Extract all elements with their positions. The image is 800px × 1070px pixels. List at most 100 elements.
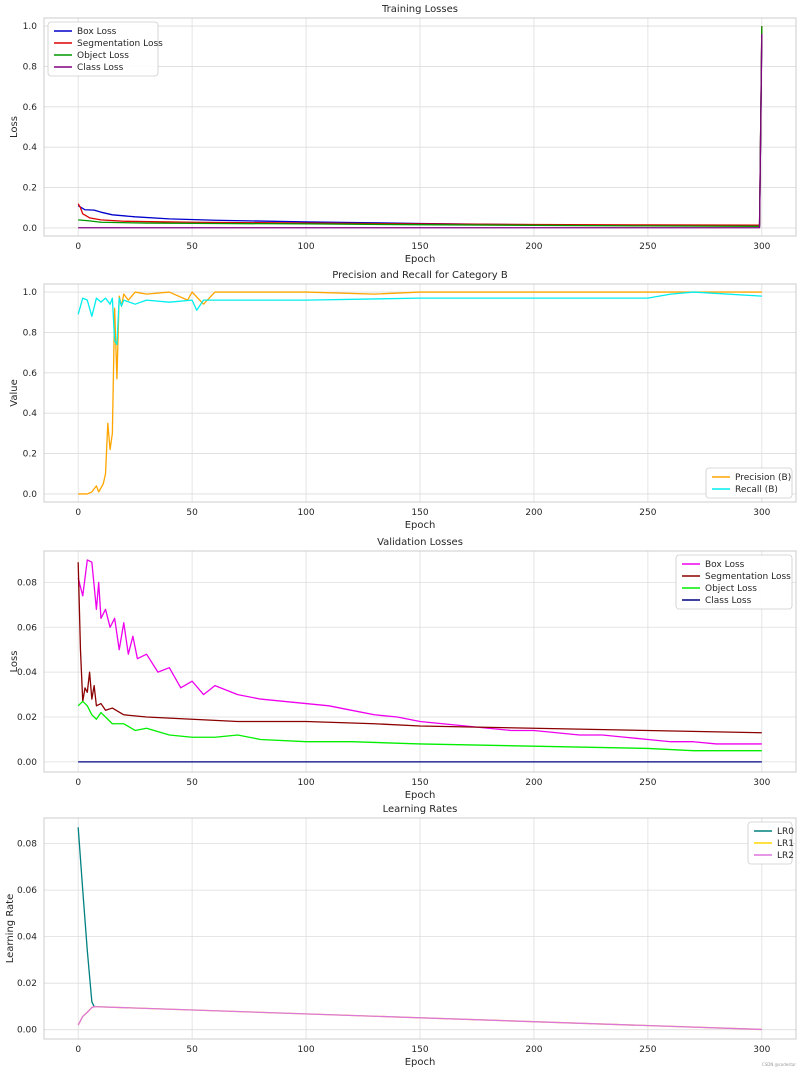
x-tick-label: 150 (411, 508, 428, 518)
legend-label: Class Loss (77, 63, 124, 73)
series-line-precision-b (78, 291, 762, 495)
legend-label: Segmentation Loss (77, 39, 163, 49)
chart-title: Validation Losses (377, 537, 463, 548)
x-tick-label: 100 (297, 778, 314, 788)
x-axis-label: Epoch (405, 790, 436, 801)
x-axis-label: Epoch (405, 520, 436, 531)
legend-label: LR0 (777, 827, 794, 837)
x-tick-label: 50 (186, 1045, 198, 1055)
y-tick-label: 0.00 (17, 1026, 37, 1036)
series-group (77, 559, 762, 763)
y-tick-label: 0.0 (23, 490, 38, 500)
legend-box (675, 554, 793, 610)
chart-title: Learning Rates (383, 804, 458, 815)
legend: Box Loss Segmentation Loss Object Loss Clas… (47, 21, 163, 77)
x-axis-label: Epoch (405, 254, 436, 265)
y-tick-label: 0.0 (23, 224, 38, 234)
legend-label: Precision (B) (735, 473, 791, 483)
y-tick-label: 0.06 (17, 886, 37, 896)
series-group (77, 26, 763, 229)
x-tick-label: 0 (75, 242, 81, 252)
y-tick-label: 1.0 (23, 22, 38, 32)
x-tick-label: 200 (525, 1045, 542, 1055)
series-group (77, 827, 762, 1031)
x-tick-label: 200 (525, 242, 542, 252)
x-tick-label: 300 (753, 242, 770, 252)
x-tick-label: 250 (639, 242, 656, 252)
x-tick-label: 200 (525, 508, 542, 518)
y-tick-label: 0.02 (17, 979, 37, 989)
legend-label: LR1 (777, 839, 794, 849)
x-tick-label: 100 (297, 508, 314, 518)
legend-label: Segmentation Loss (705, 572, 791, 582)
y-tick-label: 0.2 (23, 450, 37, 460)
y-tick-label: 0.04 (17, 933, 37, 943)
x-tick-label: 300 (753, 508, 770, 518)
plot-frame (43, 817, 797, 1040)
y-tick-label: 0.6 (23, 103, 38, 113)
legend-box (705, 467, 793, 499)
x-tick-label: 50 (186, 508, 198, 518)
gridlines (44, 284, 796, 502)
legend-label: Box Loss (77, 27, 117, 37)
series-line-segmentation-loss (77, 26, 763, 226)
chart-title: Training Losses (381, 4, 458, 15)
x-tick-label: 250 (639, 778, 656, 788)
series-line-object-loss (77, 700, 762, 752)
x-tick-label: 100 (297, 242, 314, 252)
series-line-object-loss (78, 26, 763, 227)
y-tick-label: 0.2 (23, 184, 37, 194)
legend: Precision (B) Recall (B) (705, 467, 793, 499)
chart-title: Precision and Recall for Category B (332, 270, 508, 281)
x-tick-label: 150 (411, 1045, 428, 1055)
chart-panel-3: 0 50 100 150 200 250 300 0.00 0.02 0.04 0.06 0.08 Va… (9, 537, 797, 801)
legend-label: Box Loss (705, 560, 745, 570)
chart-panel-4: 0 50 100 150 200 250 300 0.00 0.02 0.04 0.06 0.08 Le… (5, 804, 797, 1068)
series-line-lr2 (77, 1006, 762, 1031)
x-tick-label: 300 (753, 1045, 770, 1055)
series-line-segmentation-loss (77, 562, 762, 734)
y-tick-label: 0.06 (17, 623, 37, 633)
chart-panel-2: 0 50 100 150 200 250 300 0.0 0.2 0.4 0.6 0.8 1.0 Prec… (9, 270, 797, 531)
x-tick-label: 150 (411, 242, 428, 252)
x-tick-label: 200 (525, 778, 542, 788)
y-tick-label: 0.02 (17, 713, 37, 723)
y-axis-label: Loss (9, 116, 20, 138)
y-axis-label: Value (9, 379, 20, 406)
x-axis-label: Epoch (405, 1057, 436, 1068)
y-axis-label: Learning Rate (5, 894, 16, 964)
gridlines (44, 818, 796, 1039)
x-tick-label: 300 (753, 778, 770, 788)
x-tick-label: 50 (186, 242, 198, 252)
x-tick-label: 0 (75, 1045, 81, 1055)
watermark: CSDN @codestar (762, 1062, 796, 1067)
x-tick-label: 0 (75, 778, 81, 788)
y-tick-label: 0.8 (23, 328, 38, 338)
series-line-lr0 (77, 827, 95, 1007)
y-tick-label: 0.08 (17, 578, 37, 588)
legend: LR0 LR1 LR2 (747, 821, 794, 865)
y-tick-label: 0.04 (17, 668, 37, 678)
x-tick-label: 100 (297, 1045, 314, 1055)
y-tick-label: 0.4 (23, 409, 38, 419)
x-tick-label: 250 (639, 1045, 656, 1055)
x-tick-label: 250 (639, 508, 656, 518)
legend-label: Object Loss (705, 584, 757, 594)
series-line-recall-b (77, 291, 762, 346)
legend-label: LR2 (777, 851, 794, 861)
x-tick-label: 50 (186, 778, 198, 788)
legend-label: Recall (B) (735, 485, 778, 495)
plot-frame (43, 283, 797, 503)
series-group (77, 291, 762, 495)
y-tick-label: 0.6 (23, 369, 38, 379)
series-line-class-loss (78, 34, 763, 229)
plot-frame (43, 17, 797, 237)
y-tick-label: 1.0 (23, 288, 38, 298)
y-axis-label: Loss (9, 651, 20, 673)
x-tick-label: 150 (411, 778, 428, 788)
y-tick-label: 0.00 (17, 758, 37, 768)
chart-panel-1: 0 50 100 150 200 250 300 0.0 0.2 0.4 0.6 0.8 1.0 Trai… (9, 4, 797, 265)
series-line-box-loss (77, 559, 762, 745)
y-tick-label: 0.8 (23, 62, 38, 72)
